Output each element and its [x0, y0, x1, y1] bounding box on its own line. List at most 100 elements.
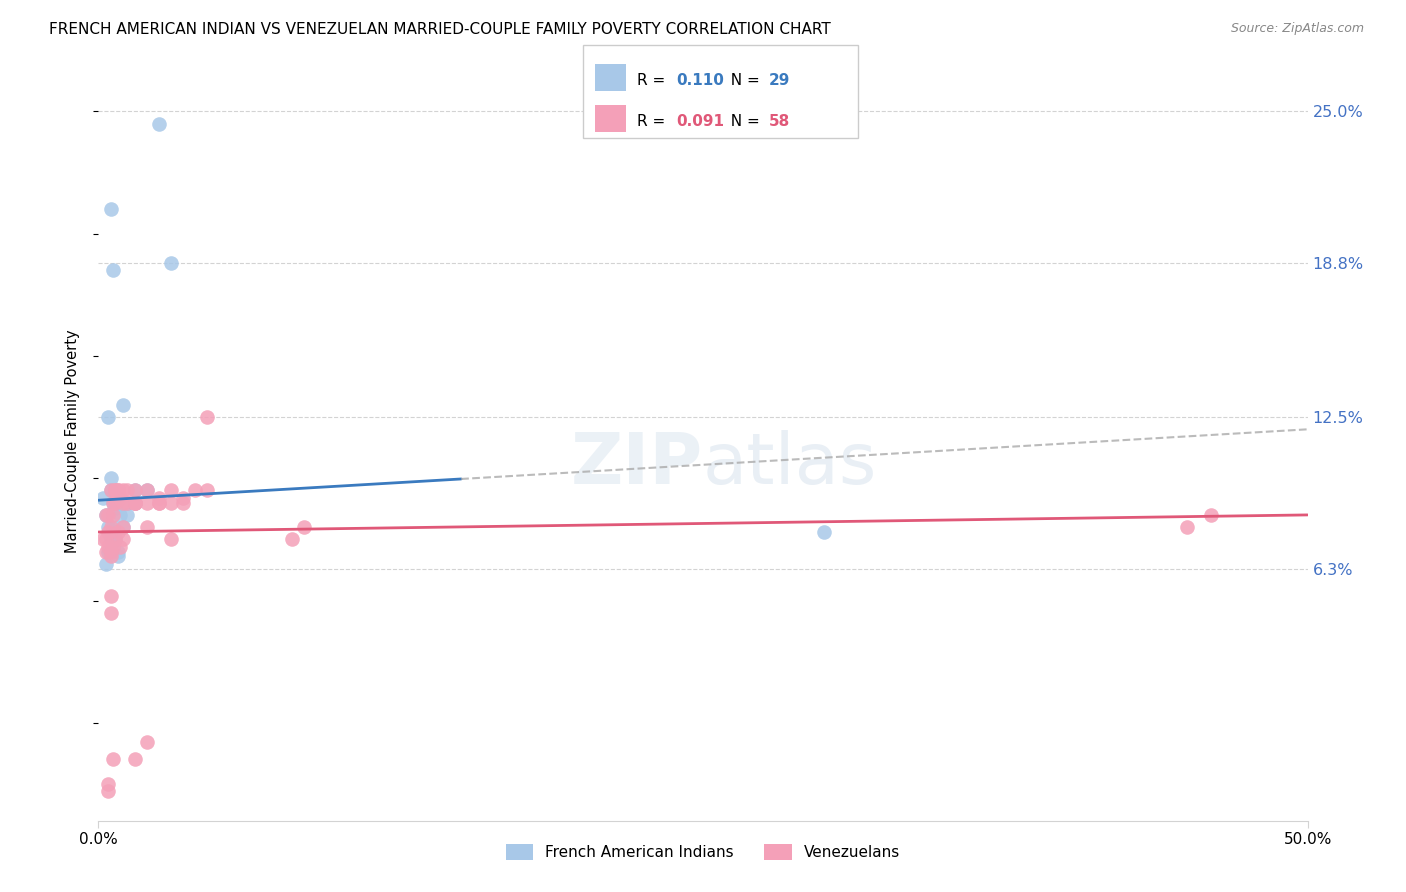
Point	[91, 533, 114, 547]
Point	[104, 496, 127, 510]
Point	[1199, 508, 1222, 522]
Point	[111, 398, 134, 412]
Text: 58: 58	[769, 114, 790, 129]
Point	[97, 508, 120, 522]
Point	[160, 483, 183, 498]
Point	[124, 483, 146, 498]
Point	[135, 735, 157, 749]
Point	[97, 524, 120, 539]
Text: 0.091: 0.091	[676, 114, 724, 129]
Point	[172, 491, 194, 505]
Point	[117, 508, 139, 522]
Point	[135, 483, 157, 498]
Point	[101, 508, 124, 522]
Legend: French American Indians, Venezuelans: French American Indians, Venezuelans	[499, 838, 907, 866]
Point	[101, 496, 124, 510]
Point	[172, 496, 194, 510]
Text: 0.110: 0.110	[676, 72, 724, 87]
Point	[104, 533, 127, 547]
Point	[124, 496, 146, 510]
Point	[94, 508, 117, 522]
Point	[104, 500, 127, 515]
Point	[111, 483, 134, 498]
Point	[117, 483, 139, 498]
Point	[101, 496, 124, 510]
Point	[104, 483, 127, 498]
Point	[108, 508, 131, 522]
Text: R =: R =	[637, 114, 671, 129]
Point	[97, 544, 120, 558]
Point	[135, 483, 157, 498]
Point	[108, 491, 131, 505]
Point	[97, 410, 120, 425]
Point	[148, 491, 170, 505]
Point	[100, 483, 122, 498]
Point	[160, 496, 183, 510]
Point	[1175, 520, 1198, 534]
Point	[108, 540, 131, 554]
Point	[100, 520, 122, 534]
Text: N =: N =	[721, 114, 765, 129]
Point	[124, 496, 146, 510]
Point	[111, 533, 134, 547]
Point	[124, 483, 146, 498]
Point	[100, 589, 122, 603]
Point	[101, 263, 124, 277]
Point	[104, 483, 127, 498]
Point	[160, 256, 183, 270]
Point	[107, 544, 129, 558]
Point	[111, 520, 134, 534]
Point	[100, 471, 122, 485]
Point	[184, 483, 207, 498]
Text: atlas: atlas	[703, 430, 877, 499]
Point	[111, 496, 134, 510]
Point	[135, 520, 157, 534]
Point	[107, 524, 129, 539]
Text: N =: N =	[721, 72, 765, 87]
Point	[160, 533, 183, 547]
Point	[124, 752, 146, 766]
Point	[94, 533, 117, 547]
Point	[107, 549, 129, 564]
Point	[91, 491, 114, 505]
Point	[195, 410, 218, 425]
Text: FRENCH AMERICAN INDIAN VS VENEZUELAN MARRIED-COUPLE FAMILY POVERTY CORRELATION C: FRENCH AMERICAN INDIAN VS VENEZUELAN MAR…	[49, 22, 831, 37]
Point	[107, 491, 129, 505]
Point	[148, 496, 170, 510]
Point	[97, 784, 120, 798]
Point	[97, 540, 120, 554]
Text: ZIP: ZIP	[571, 430, 703, 499]
Point	[135, 496, 157, 510]
Point	[94, 544, 117, 558]
Text: Source: ZipAtlas.com: Source: ZipAtlas.com	[1230, 22, 1364, 36]
Point	[813, 524, 835, 539]
Point	[101, 752, 124, 766]
Point	[148, 117, 170, 131]
Point	[100, 202, 122, 217]
Point	[117, 496, 139, 510]
Text: 29: 29	[769, 72, 790, 87]
Point	[124, 496, 146, 510]
Y-axis label: Married-Couple Family Poverty: Married-Couple Family Poverty	[65, 330, 80, 553]
Point	[101, 540, 124, 554]
Point	[124, 496, 146, 510]
Point	[97, 777, 120, 791]
Point	[100, 549, 122, 564]
Point	[94, 508, 117, 522]
Point	[100, 544, 122, 558]
Point	[292, 520, 315, 534]
Point	[100, 483, 122, 498]
Point	[148, 496, 170, 510]
Point	[100, 606, 122, 620]
Point	[107, 483, 129, 498]
Point	[117, 496, 139, 510]
Point	[94, 557, 117, 571]
Point	[107, 483, 129, 498]
Point	[100, 533, 122, 547]
Point	[111, 520, 134, 534]
Point	[101, 520, 124, 534]
Point	[195, 483, 218, 498]
Text: R =: R =	[637, 72, 671, 87]
Point	[97, 520, 120, 534]
Point	[281, 533, 304, 547]
